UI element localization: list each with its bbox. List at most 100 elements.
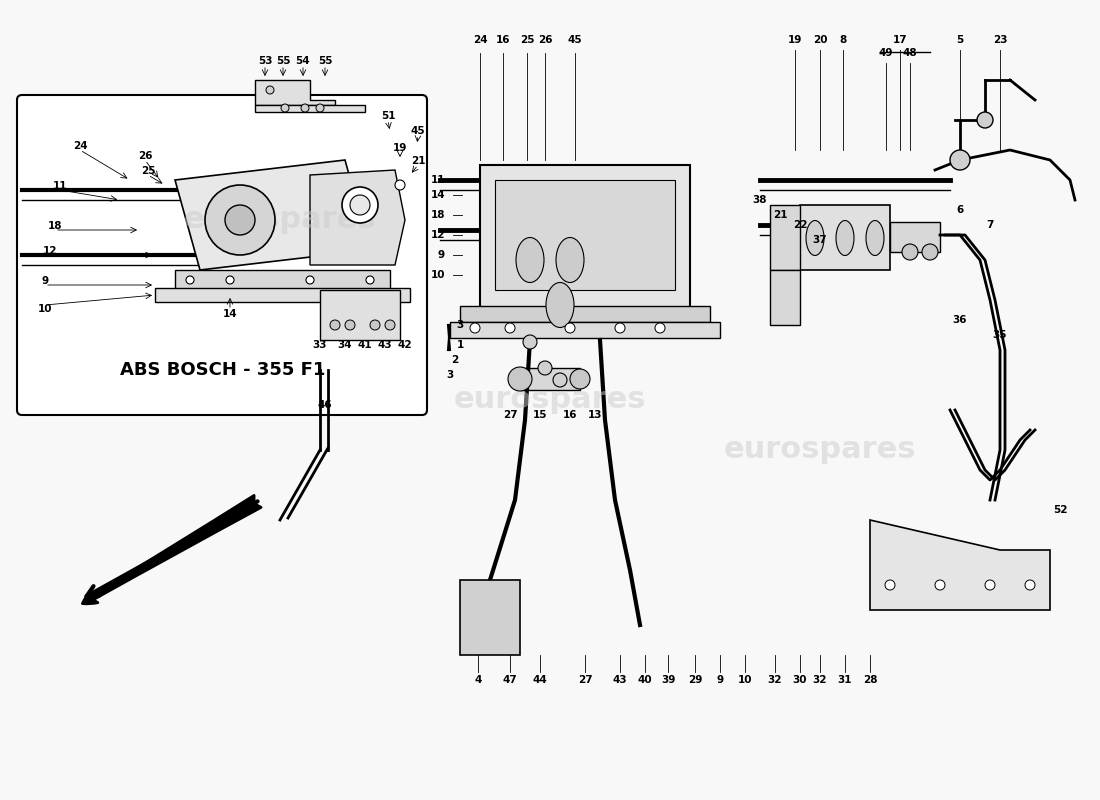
Text: 18: 18 xyxy=(430,210,446,220)
Bar xyxy=(460,306,710,322)
Text: 17: 17 xyxy=(893,35,907,45)
Polygon shape xyxy=(255,105,365,112)
Text: 16: 16 xyxy=(563,410,578,420)
Text: 9: 9 xyxy=(42,276,48,286)
Text: 3: 3 xyxy=(447,370,453,380)
Circle shape xyxy=(316,104,324,112)
Text: 40: 40 xyxy=(638,675,652,685)
Circle shape xyxy=(366,276,374,284)
Text: 55: 55 xyxy=(318,56,332,66)
Text: 12: 12 xyxy=(43,246,57,256)
Circle shape xyxy=(1025,580,1035,590)
Circle shape xyxy=(508,367,532,391)
Text: 45: 45 xyxy=(568,35,582,45)
Text: 2: 2 xyxy=(451,355,459,365)
Text: 16: 16 xyxy=(496,35,510,45)
Text: 28: 28 xyxy=(862,675,878,685)
Circle shape xyxy=(935,580,945,590)
Text: 12: 12 xyxy=(430,230,446,240)
Circle shape xyxy=(505,323,515,333)
Circle shape xyxy=(522,335,537,349)
Circle shape xyxy=(922,244,938,260)
Text: 41: 41 xyxy=(358,340,372,350)
Circle shape xyxy=(977,112,993,128)
Text: 33: 33 xyxy=(312,340,328,350)
Text: 10: 10 xyxy=(738,675,752,685)
Text: 42: 42 xyxy=(398,340,412,350)
Text: 3: 3 xyxy=(456,320,463,330)
Text: 19: 19 xyxy=(393,143,407,153)
Text: 39: 39 xyxy=(661,675,675,685)
Circle shape xyxy=(615,323,625,333)
Text: 43: 43 xyxy=(613,675,627,685)
Text: 1: 1 xyxy=(456,340,463,350)
Text: 31: 31 xyxy=(838,675,853,685)
Circle shape xyxy=(950,150,970,170)
Text: 9: 9 xyxy=(438,250,446,260)
Text: 5: 5 xyxy=(956,35,964,45)
Polygon shape xyxy=(310,170,405,265)
Ellipse shape xyxy=(836,221,854,255)
Circle shape xyxy=(266,86,274,94)
Bar xyxy=(320,290,400,340)
Text: 37: 37 xyxy=(813,235,827,245)
Bar xyxy=(495,180,675,290)
Text: 25: 25 xyxy=(141,166,155,176)
Circle shape xyxy=(886,580,895,590)
Circle shape xyxy=(570,369,590,389)
Text: 30: 30 xyxy=(793,675,807,685)
Text: 21: 21 xyxy=(772,210,788,220)
Text: 49: 49 xyxy=(879,48,893,58)
Bar xyxy=(890,222,940,252)
Circle shape xyxy=(342,187,378,223)
Text: 21: 21 xyxy=(410,156,426,166)
FancyBboxPatch shape xyxy=(16,95,427,415)
Text: 53: 53 xyxy=(257,56,273,66)
Circle shape xyxy=(345,320,355,330)
Polygon shape xyxy=(870,520,1050,610)
Ellipse shape xyxy=(546,282,574,327)
Bar xyxy=(520,368,580,390)
Circle shape xyxy=(470,323,480,333)
Text: 55: 55 xyxy=(276,56,290,66)
Circle shape xyxy=(350,195,370,215)
Text: 51: 51 xyxy=(381,111,395,121)
Circle shape xyxy=(186,276,194,284)
Circle shape xyxy=(205,185,275,255)
Text: 8: 8 xyxy=(839,35,847,45)
Text: eurospares: eurospares xyxy=(724,435,916,465)
Text: 19: 19 xyxy=(788,35,802,45)
Circle shape xyxy=(306,276,313,284)
Text: 54: 54 xyxy=(296,56,310,66)
Text: 22: 22 xyxy=(793,220,807,230)
Text: 36: 36 xyxy=(953,315,967,325)
Polygon shape xyxy=(175,160,370,270)
Text: 26: 26 xyxy=(138,151,152,161)
Polygon shape xyxy=(255,80,336,105)
Circle shape xyxy=(654,323,666,333)
Text: 32: 32 xyxy=(813,675,827,685)
Circle shape xyxy=(370,320,379,330)
Circle shape xyxy=(301,104,309,112)
Text: 11: 11 xyxy=(53,181,67,191)
Text: 29: 29 xyxy=(688,675,702,685)
Circle shape xyxy=(984,580,996,590)
Bar xyxy=(800,205,890,270)
Text: 15: 15 xyxy=(532,410,548,420)
Text: 45: 45 xyxy=(410,126,426,136)
Text: 24: 24 xyxy=(473,35,487,45)
Text: 24: 24 xyxy=(73,141,87,151)
Text: ABS BOSCH - 355 F1: ABS BOSCH - 355 F1 xyxy=(120,361,326,379)
Text: 34: 34 xyxy=(338,340,352,350)
Ellipse shape xyxy=(556,238,584,282)
Text: 10: 10 xyxy=(430,270,446,280)
Text: 7: 7 xyxy=(987,220,993,230)
Circle shape xyxy=(226,205,255,235)
Text: 52: 52 xyxy=(1053,505,1067,515)
Text: 13: 13 xyxy=(587,410,603,420)
Text: 23: 23 xyxy=(992,35,1008,45)
Circle shape xyxy=(280,104,289,112)
Polygon shape xyxy=(155,288,410,302)
Bar xyxy=(480,165,690,310)
Text: 6: 6 xyxy=(956,205,964,215)
